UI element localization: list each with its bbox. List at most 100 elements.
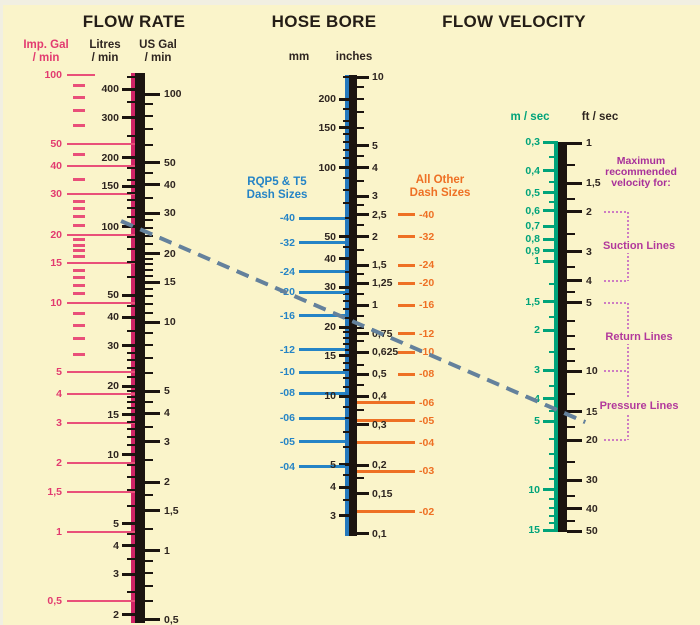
bracket-label-1: Return Lines	[602, 330, 676, 345]
ft-sec-minor-tick	[567, 164, 575, 167]
bracket-horizontal-line	[604, 370, 628, 373]
rqp5-header-line1: RQP5 & T5	[247, 176, 307, 188]
ft-sec-tick-label: 3	[586, 245, 592, 258]
m-sec-minor-tick	[549, 438, 558, 441]
inches-tick	[357, 463, 369, 467]
m-sec-tick	[543, 419, 558, 423]
imp-gal-minor-tick	[73, 352, 85, 356]
all-other-dash-sizes-label: -06	[419, 396, 435, 409]
mm-tick-label: 10	[324, 390, 336, 403]
inches-minor-tick	[357, 477, 364, 480]
us-gal-minor-tick	[145, 268, 153, 271]
inches-tick-label: 1,25	[372, 277, 393, 290]
m-sec-minor-tick	[549, 498, 558, 501]
imp-gal-tick	[67, 142, 135, 145]
us-gal-tick-label: 15	[164, 276, 176, 289]
inches-minor-tick	[357, 326, 364, 329]
imp-gal-tick-label: 20	[50, 228, 62, 241]
imp-gal-minor-tick	[73, 292, 85, 296]
imp-gal-tick	[67, 371, 135, 374]
max-velocity-note-line2: recommended	[605, 166, 677, 178]
litres-minor-tick	[127, 444, 135, 447]
ft-sec-tick-label: 40	[586, 502, 598, 515]
mm-tick	[339, 166, 349, 170]
us-gal-header-line1: US Gal	[139, 39, 177, 51]
ft-sec-tick-label: 1	[586, 137, 592, 149]
imp-gal-minor-tick	[73, 177, 85, 181]
mm-minor-tick	[343, 430, 349, 433]
imp-gal-header: Imp. Gal / min	[23, 39, 68, 65]
m-sec-tick	[543, 528, 558, 532]
mm-tick-label: 150	[318, 121, 336, 134]
mm-minor-tick	[343, 417, 349, 420]
all-other-dash-sizes-line	[398, 281, 415, 285]
mm-tick-label: 15	[324, 349, 336, 362]
hose-bore-axis-edge-line	[345, 75, 349, 536]
litres-minor-tick	[127, 304, 135, 307]
us-gal-minor-tick	[145, 263, 153, 266]
imp-gal-minor-tick	[73, 207, 85, 211]
mm-minor-tick	[343, 293, 349, 296]
imp-gal-minor-tick	[73, 255, 85, 259]
imp-gal-tick-label: 5	[56, 366, 62, 379]
imp-gal-tick-label: 15	[50, 257, 62, 270]
imp-gal-tick-label: 4	[56, 388, 62, 401]
inches-tick-label: 1,5	[372, 259, 387, 272]
ft-sec-tick	[567, 410, 582, 414]
inches-minor-tick	[357, 86, 364, 89]
imp-gal-minor-tick	[73, 95, 85, 99]
ft-sec-minor-tick	[567, 291, 575, 294]
mm-minor-tick	[343, 75, 349, 78]
us-gal-tick-label: 2	[164, 476, 170, 489]
imp-gal-tick-label: 3	[56, 416, 62, 429]
litres-minor-tick	[127, 367, 135, 370]
litres-minor-tick	[127, 101, 135, 104]
us-gal-tick-label: 0,5	[164, 613, 179, 625]
ft-sec-minor-tick	[567, 425, 575, 428]
all-other-dash-sizes-label: -16	[419, 299, 435, 312]
ft-sec-tick	[567, 301, 582, 305]
us-gal-tick-label: 100	[164, 88, 182, 100]
litres-minor-tick	[127, 178, 135, 181]
ft-sec-minor-tick	[567, 266, 575, 269]
mm-minor-tick	[343, 385, 349, 388]
hose-bore-title: HOSE BORE	[271, 12, 377, 31]
inches-tick-label: 1	[372, 299, 378, 312]
inches-tick	[357, 394, 369, 398]
imp-gal-minor-tick	[73, 312, 85, 316]
m-sec-minor-tick	[549, 478, 558, 481]
us-gal-minor-tick	[145, 311, 153, 314]
litres-minor-tick	[127, 395, 135, 398]
mm-minor-tick	[343, 177, 349, 180]
imp-gal-tick-label: 10	[50, 297, 62, 310]
ft-sec-minor-tick	[567, 348, 575, 351]
m-sec-tick-label: 1	[534, 255, 540, 268]
bracket-horizontal-line	[604, 439, 628, 442]
rqp5-t5-dash-sizes-line	[299, 416, 345, 420]
imp-gal-minor-tick	[73, 275, 85, 279]
litres-tick	[122, 544, 135, 548]
rqp5-t5-dash-sizes-label: -40	[279, 212, 295, 225]
us-gal-tick-label: 5	[164, 385, 170, 398]
litres-minor-tick	[127, 276, 135, 279]
inches-tick-label: 0,5	[372, 368, 387, 381]
litres-tick	[122, 184, 135, 188]
litres-minor-tick	[127, 76, 135, 79]
imp-gal-tick-label: 1,5	[47, 485, 62, 498]
mm-tick-label: 40	[324, 252, 336, 265]
imp-gal-minor-tick	[73, 215, 85, 219]
rqp5-t5-dash-sizes-label: -05	[279, 435, 295, 448]
litres-minor-tick	[127, 476, 135, 479]
us-gal-tick-label: 1	[164, 544, 170, 557]
us-gal-minor-tick	[145, 458, 153, 461]
inches-minor-tick	[357, 408, 364, 411]
imp-gal-minor-tick	[73, 223, 85, 227]
all-other-header-line2: Dash Sizes	[409, 187, 471, 199]
m-sec-tick	[543, 300, 558, 304]
rqp5-t5-dash-sizes-line	[299, 290, 345, 294]
flow-velocity-title: FLOW VELOCITY	[442, 12, 586, 31]
hose-bore-axis-bar	[349, 75, 357, 536]
m-sec-tick	[543, 140, 558, 144]
us-gal-minor-tick	[145, 226, 153, 229]
